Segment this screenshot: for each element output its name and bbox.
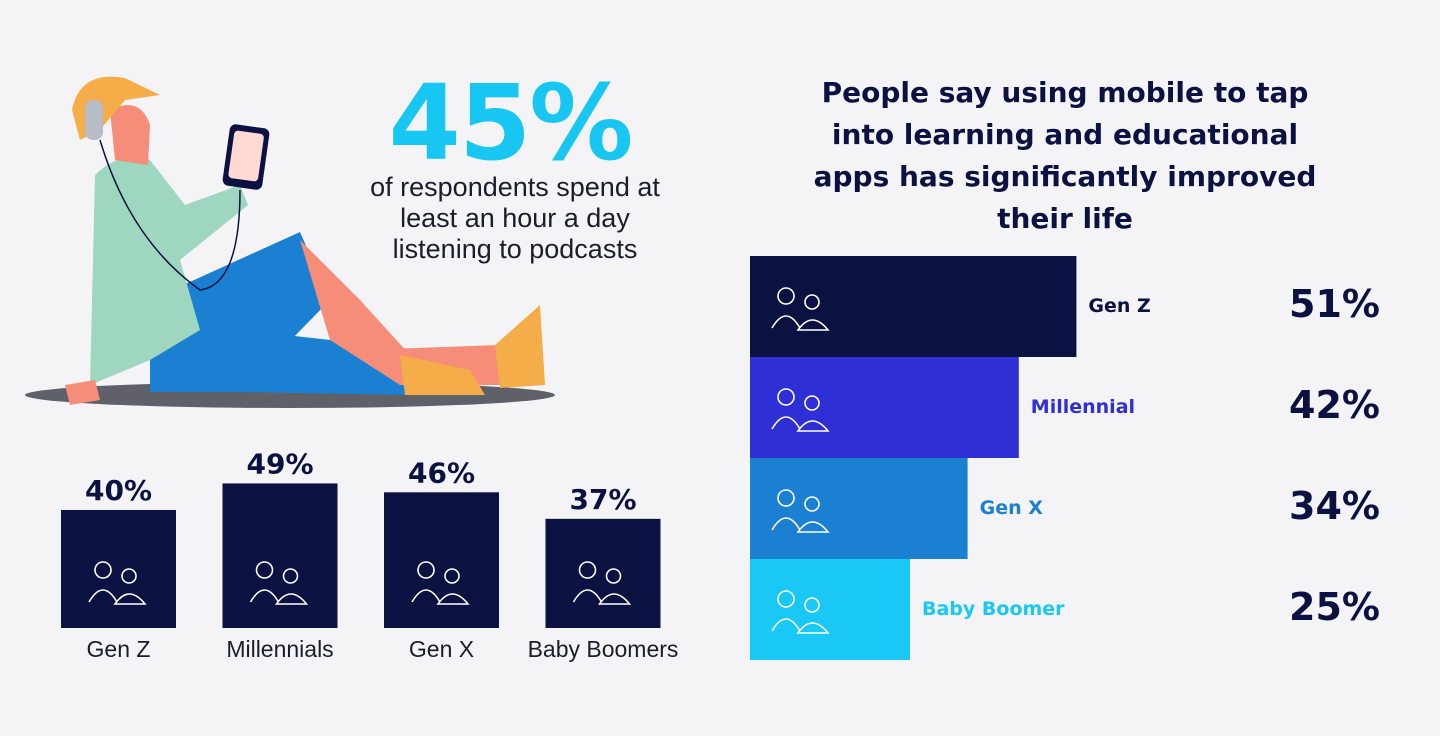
icon-body — [771, 618, 801, 632]
icon-head — [255, 561, 274, 579]
icon-body — [572, 589, 603, 603]
bar — [750, 458, 968, 559]
icon-body — [249, 589, 280, 603]
icon-head — [777, 489, 795, 507]
icon-head — [804, 597, 820, 613]
icon-body — [436, 593, 470, 605]
icon-body — [411, 589, 441, 603]
icon-body — [796, 521, 830, 533]
icon-head — [777, 388, 795, 406]
value-label: 34% — [1289, 484, 1380, 528]
stat-number: 45% — [388, 62, 634, 184]
icon-body — [113, 593, 147, 605]
icon — [411, 561, 470, 605]
category-label: Gen Z — [87, 636, 151, 662]
chart-title: People say using mobile to tap into lear… — [813, 76, 1317, 235]
icon-head — [417, 561, 435, 579]
icon-head — [804, 496, 820, 512]
icon-head — [777, 287, 795, 305]
icon — [771, 388, 830, 432]
icon-head — [804, 294, 820, 310]
icon-head — [282, 568, 299, 584]
value-label: 37% — [569, 483, 636, 516]
icon — [771, 287, 830, 331]
category-label: Millennials — [226, 636, 333, 662]
icon-body — [796, 622, 830, 634]
icon-head — [121, 568, 137, 584]
icon — [88, 561, 147, 605]
bar — [222, 483, 338, 628]
icon — [771, 590, 830, 634]
value-label: 40% — [85, 474, 152, 507]
icon-head — [444, 568, 460, 584]
icon — [249, 561, 309, 605]
value-label: 46% — [408, 456, 475, 489]
bar — [750, 559, 910, 660]
value-label: 42% — [1289, 383, 1380, 427]
category-label: Millennial — [1031, 396, 1135, 418]
icon-body — [274, 593, 309, 605]
category-label: Gen X — [980, 497, 1044, 519]
value-label: 49% — [246, 447, 313, 480]
stat-text: of respondents spend at least an hour a … — [370, 172, 660, 264]
icon-head — [605, 568, 622, 584]
category-label: Baby Boomer — [922, 598, 1065, 620]
icon-body — [771, 416, 801, 430]
bar — [61, 510, 176, 628]
category-label: Gen Z — [1088, 295, 1150, 317]
icon-head — [94, 561, 112, 579]
icon-head — [804, 395, 820, 411]
bar — [750, 357, 1019, 458]
icon-body — [796, 319, 830, 331]
icon-body — [796, 420, 830, 432]
icon-head — [578, 561, 597, 579]
icon-head — [777, 590, 795, 608]
icon — [572, 561, 632, 605]
bar — [750, 256, 1077, 357]
icon-body — [771, 517, 801, 531]
illustration — [25, 76, 555, 408]
bar — [545, 518, 661, 628]
category-label: Baby Boomers — [528, 636, 679, 662]
value-label: 25% — [1289, 585, 1380, 629]
icon-body — [88, 589, 118, 603]
category-label: Gen X — [409, 636, 474, 662]
icon-body — [597, 593, 632, 605]
bar — [384, 492, 499, 628]
value-label: 51% — [1289, 282, 1380, 326]
icon-body — [771, 315, 801, 329]
icon — [771, 489, 830, 533]
